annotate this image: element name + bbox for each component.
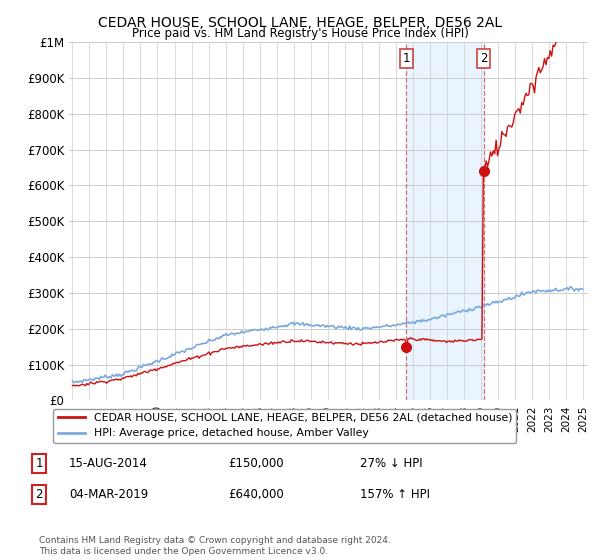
Text: 15-AUG-2014: 15-AUG-2014 (69, 457, 148, 470)
Text: 1: 1 (403, 52, 410, 64)
Text: 2: 2 (480, 52, 487, 64)
Bar (406, 42, 484, 400)
Text: £640,000: £640,000 (228, 488, 284, 501)
Text: CEDAR HOUSE, SCHOOL LANE, HEAGE, BELPER, DE56 2AL: CEDAR HOUSE, SCHOOL LANE, HEAGE, BELPER,… (98, 16, 502, 30)
Text: Contains HM Land Registry data © Crown copyright and database right 2024.
This d: Contains HM Land Registry data © Crown c… (39, 536, 391, 556)
Text: 1: 1 (35, 457, 43, 470)
Text: 157% ↑ HPI: 157% ↑ HPI (360, 488, 430, 501)
Legend: CEDAR HOUSE, SCHOOL LANE, HEAGE, BELPER, DE56 2AL (detached house), HPI: Average: CEDAR HOUSE, SCHOOL LANE, HEAGE, BELPER,… (53, 409, 517, 443)
Text: £150,000: £150,000 (228, 457, 284, 470)
Text: 04-MAR-2019: 04-MAR-2019 (69, 488, 148, 501)
Text: 2: 2 (35, 488, 43, 501)
Text: 27% ↓ HPI: 27% ↓ HPI (360, 457, 422, 470)
Text: Price paid vs. HM Land Registry's House Price Index (HPI): Price paid vs. HM Land Registry's House … (131, 27, 469, 40)
